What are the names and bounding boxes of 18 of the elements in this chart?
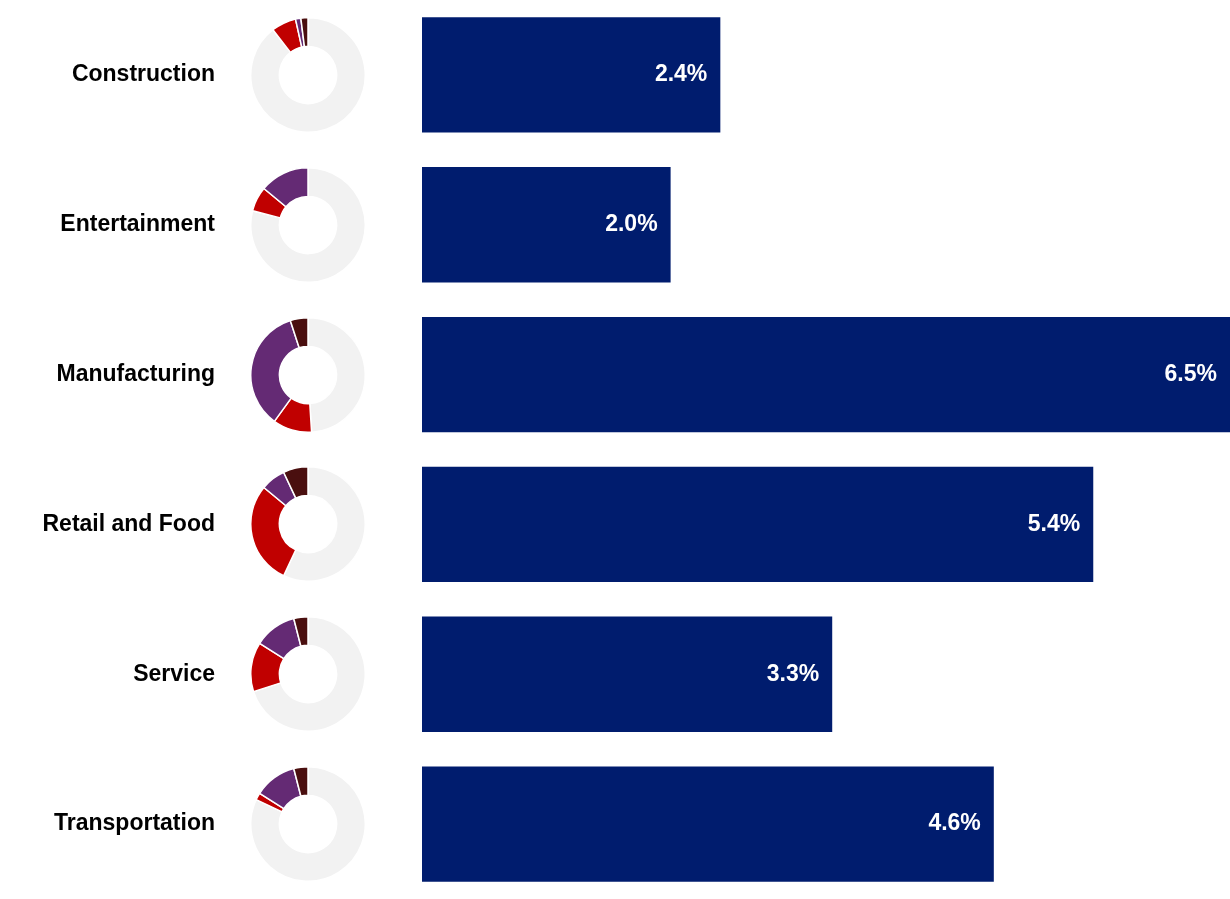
- bar: [422, 466, 1094, 583]
- y-tick-label: Retail and Food: [42, 509, 215, 536]
- y-tick-label: Transportation: [53, 809, 215, 836]
- data-label: 2.4%: [654, 60, 708, 87]
- y-tick-label: Construction: [71, 60, 215, 87]
- data-label: 3.3%: [766, 659, 820, 686]
- data-label: 5.4%: [1027, 509, 1081, 536]
- y-tick-label: Entertainment: [60, 210, 216, 237]
- bar: [422, 167, 671, 283]
- bar: [422, 766, 994, 882]
- y-tick-label: Manufacturing: [56, 359, 215, 386]
- bar: [422, 316, 1230, 433]
- bar: [422, 17, 721, 133]
- bar: [422, 616, 833, 732]
- y-tick-label: Service: [133, 659, 215, 686]
- data-label: 6.5%: [1164, 359, 1217, 386]
- data-label: 4.6%: [928, 809, 981, 836]
- data-label: 2.0%: [605, 210, 658, 237]
